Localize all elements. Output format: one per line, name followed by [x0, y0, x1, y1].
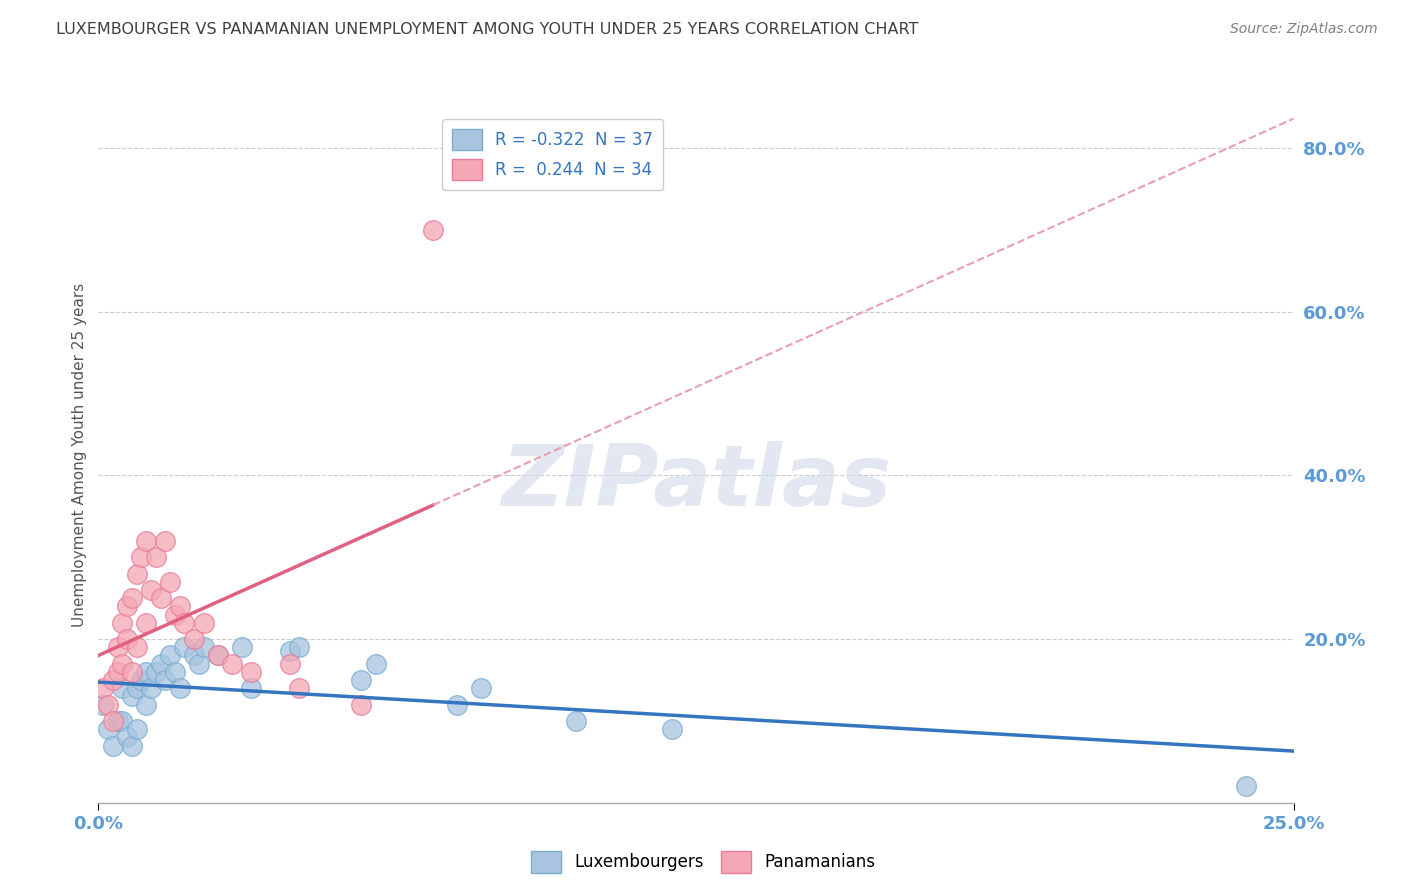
Point [107, 640, 129, 655]
Point [139, 681, 162, 696]
Point [121, 665, 143, 679]
Point [193, 615, 215, 630]
Point [97, 698, 120, 712]
Point [115, 599, 138, 614]
Point [97, 722, 120, 736]
Point [364, 657, 387, 671]
Point [278, 644, 301, 658]
Point [187, 657, 209, 671]
Point [155, 673, 177, 687]
Point [91, 681, 114, 696]
Legend: R = -0.322  N = 37, R =  0.244  N = 34: R = -0.322 N = 37, R = 0.244 N = 34 [441, 119, 664, 190]
Point [163, 607, 186, 622]
Point [121, 591, 143, 606]
Point [107, 714, 129, 728]
Point [135, 698, 157, 712]
Point [240, 665, 263, 679]
Point [111, 714, 134, 728]
Point [163, 665, 186, 679]
Point [207, 648, 229, 663]
Point [221, 657, 243, 671]
Point [173, 640, 195, 655]
Point [111, 657, 134, 671]
Y-axis label: Unemployment Among Youth under 25 years: Unemployment Among Youth under 25 years [72, 283, 87, 627]
Point [101, 714, 124, 728]
Text: ZIPatlas: ZIPatlas [501, 442, 891, 524]
Point [145, 550, 167, 565]
Point [565, 714, 588, 728]
Point [131, 673, 153, 687]
Point [115, 632, 138, 646]
Legend: Luxembourgers, Panamanians: Luxembourgers, Panamanians [524, 845, 882, 880]
Point [183, 632, 205, 646]
Point [288, 640, 311, 655]
Point [101, 739, 124, 753]
Point [121, 690, 143, 704]
Point [91, 698, 114, 712]
Point [288, 681, 311, 696]
Text: Source: ZipAtlas.com: Source: ZipAtlas.com [1230, 22, 1378, 37]
Point [135, 665, 157, 679]
Point [125, 640, 148, 655]
Point [111, 615, 134, 630]
Point [661, 722, 683, 736]
Point [240, 681, 263, 696]
Point [159, 574, 181, 589]
Point [193, 640, 215, 655]
Point [111, 681, 134, 696]
Point [446, 698, 468, 712]
Point [231, 640, 253, 655]
Point [278, 657, 301, 671]
Point [125, 681, 148, 696]
Point [155, 533, 177, 548]
Point [169, 599, 191, 614]
Point [183, 648, 205, 663]
Point [121, 739, 143, 753]
Point [135, 615, 157, 630]
Point [159, 648, 181, 663]
Text: LUXEMBOURGER VS PANAMANIAN UNEMPLOYMENT AMONG YOUTH UNDER 25 YEARS CORRELATION C: LUXEMBOURGER VS PANAMANIAN UNEMPLOYMENT … [56, 22, 918, 37]
Point [470, 681, 492, 696]
Point [131, 550, 153, 565]
Point [145, 665, 167, 679]
Point [139, 582, 162, 597]
Point [125, 566, 148, 581]
Point [350, 673, 373, 687]
Point [1234, 780, 1257, 794]
Point [101, 673, 124, 687]
Point [149, 591, 172, 606]
Point [115, 731, 138, 745]
Point [173, 615, 195, 630]
Point [207, 648, 229, 663]
Point [135, 533, 157, 548]
Point [350, 698, 373, 712]
Point [422, 223, 444, 237]
Point [149, 657, 172, 671]
Point [169, 681, 191, 696]
Point [125, 722, 148, 736]
Point [107, 665, 129, 679]
